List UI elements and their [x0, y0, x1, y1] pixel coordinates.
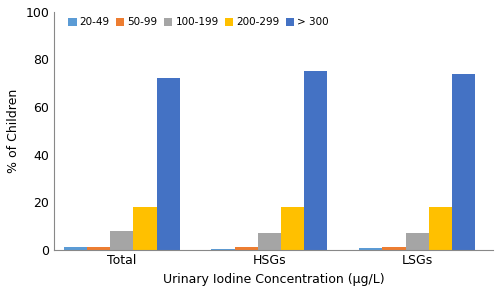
Bar: [304, 71, 328, 250]
Bar: [359, 248, 382, 250]
Bar: [258, 233, 281, 250]
Bar: [212, 249, 234, 250]
Bar: [281, 207, 304, 250]
Bar: [134, 207, 156, 250]
Bar: [452, 74, 475, 250]
Bar: [64, 247, 87, 250]
Bar: [110, 231, 134, 250]
Bar: [234, 247, 258, 250]
Bar: [87, 247, 110, 250]
Y-axis label: % of Children: % of Children: [7, 89, 20, 173]
Legend: 20-49, 50-99, 100-199, 200-299, > 300: 20-49, 50-99, 100-199, 200-299, > 300: [68, 17, 329, 27]
Bar: [406, 233, 428, 250]
Bar: [156, 79, 180, 250]
Bar: [428, 207, 452, 250]
X-axis label: Urinary Iodine Concentration (μg/L): Urinary Iodine Concentration (μg/L): [163, 273, 384, 286]
Bar: [382, 247, 406, 250]
